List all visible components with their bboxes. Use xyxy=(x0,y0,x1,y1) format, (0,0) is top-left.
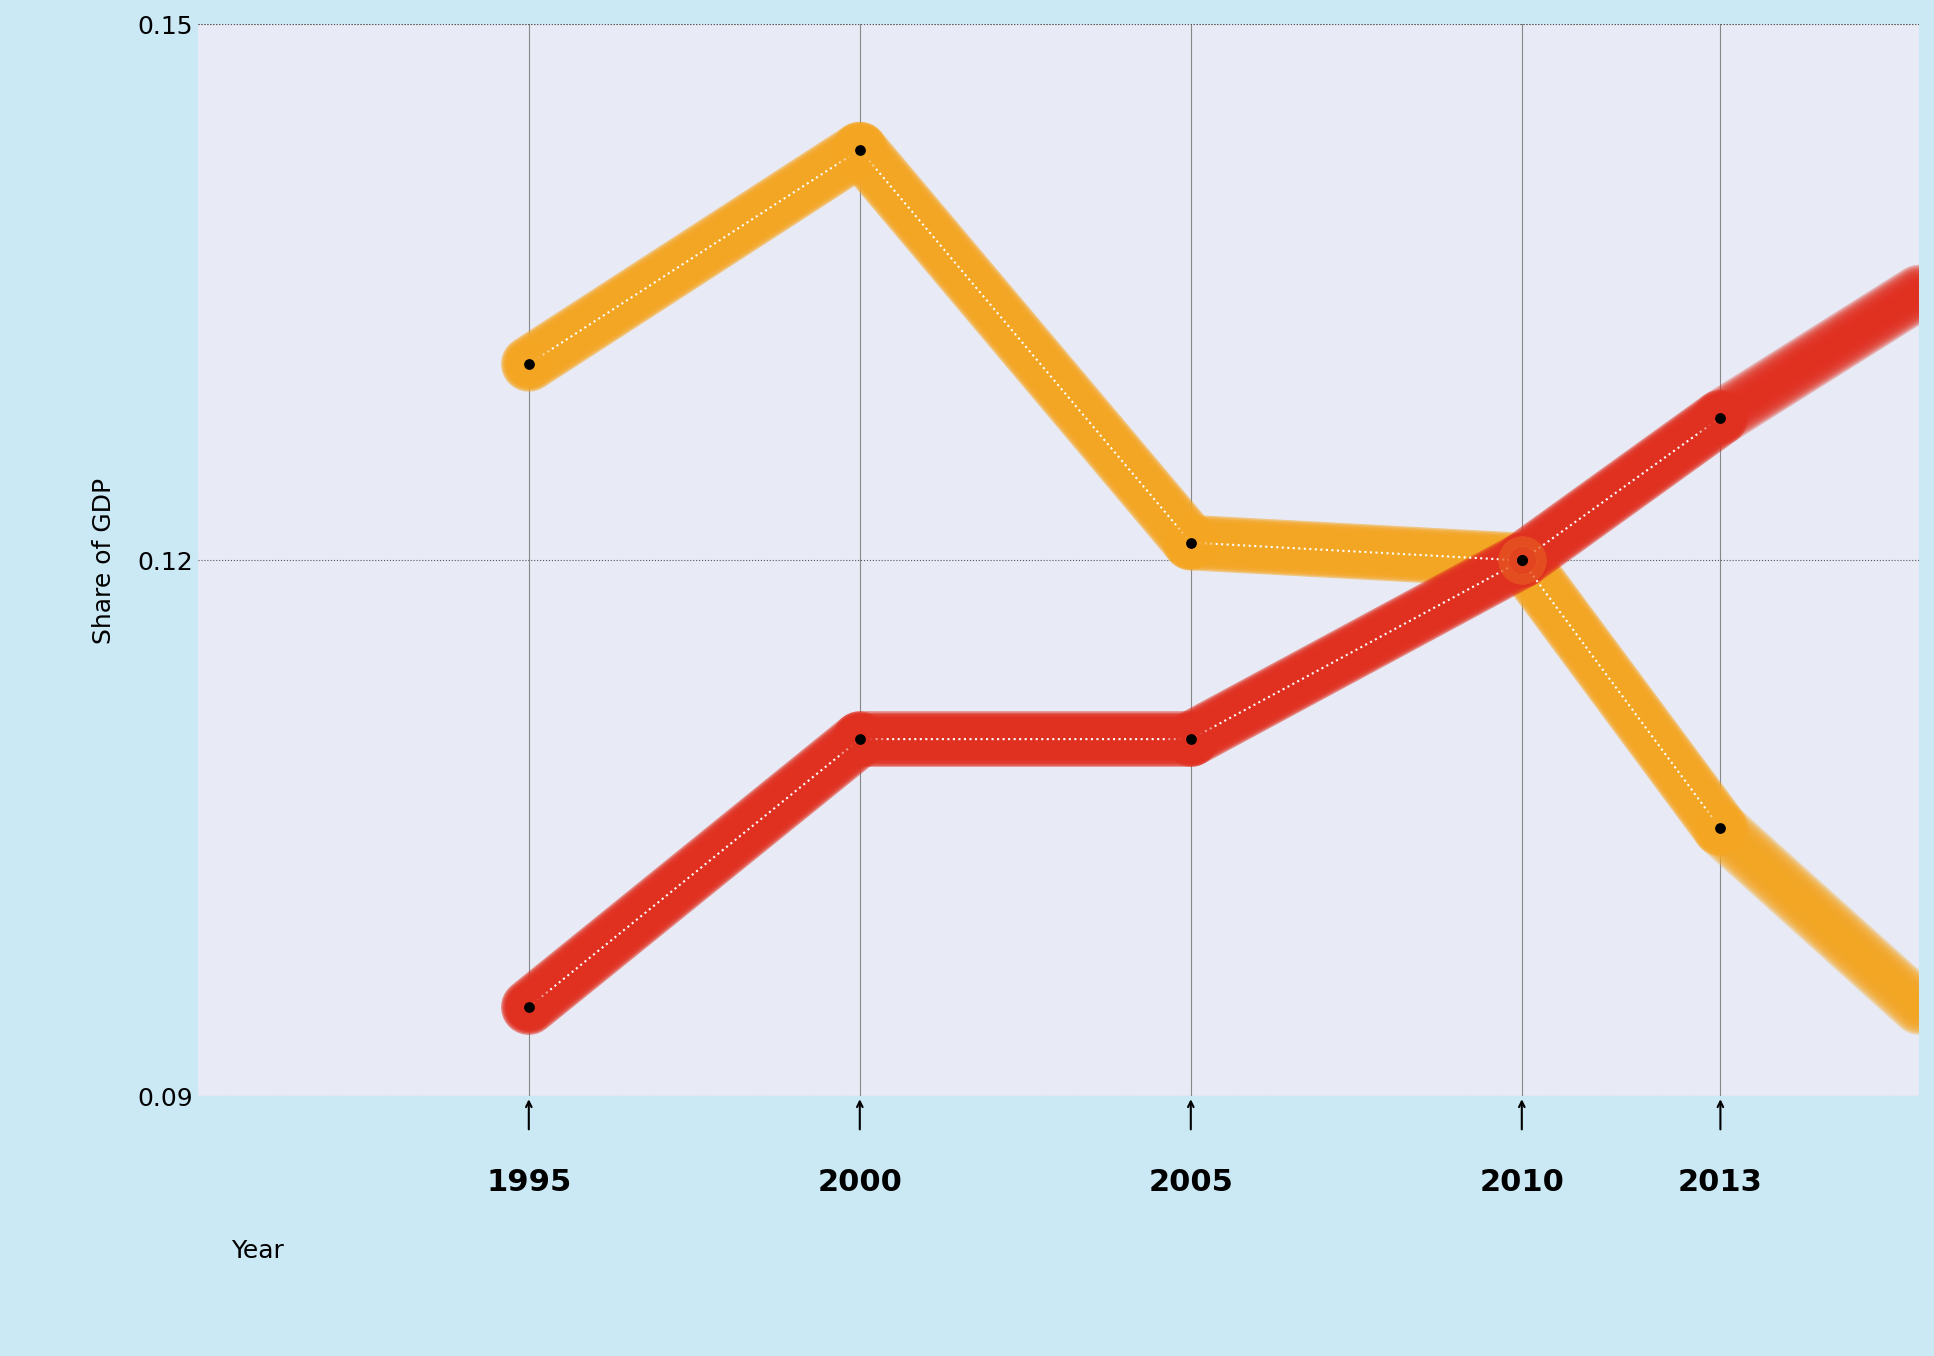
Point xyxy=(513,997,543,1018)
Point xyxy=(1507,549,1538,571)
Point xyxy=(1706,818,1737,839)
Point xyxy=(1176,532,1207,553)
Text: Year: Year xyxy=(230,1239,284,1264)
Point xyxy=(1706,818,1737,839)
Point xyxy=(1706,407,1737,428)
Point xyxy=(845,138,876,160)
Point xyxy=(1507,549,1538,571)
Point xyxy=(845,728,876,750)
Point xyxy=(1176,532,1207,553)
Point xyxy=(845,728,876,750)
Point xyxy=(1176,728,1207,750)
Point xyxy=(1176,728,1207,750)
Point xyxy=(845,728,876,750)
Point xyxy=(513,353,543,374)
Point xyxy=(845,138,876,160)
Point xyxy=(1507,549,1538,571)
Point xyxy=(845,138,876,160)
Text: 2013: 2013 xyxy=(1679,1168,1762,1197)
Point xyxy=(513,353,543,374)
Point xyxy=(1706,407,1737,428)
Y-axis label: Share of GDP: Share of GDP xyxy=(93,477,116,644)
Point xyxy=(1706,818,1737,839)
Point xyxy=(513,997,543,1018)
Point xyxy=(1706,407,1737,428)
Point xyxy=(513,997,543,1018)
Point xyxy=(1507,549,1538,571)
Text: 2010: 2010 xyxy=(1480,1168,1565,1197)
Point xyxy=(513,353,543,374)
Point xyxy=(1176,532,1207,553)
Text: 2000: 2000 xyxy=(818,1168,903,1197)
Point xyxy=(1507,549,1538,571)
Text: 1995: 1995 xyxy=(485,1168,571,1197)
Point xyxy=(1176,728,1207,750)
Point xyxy=(1507,549,1538,571)
Text: 2005: 2005 xyxy=(1149,1168,1234,1197)
